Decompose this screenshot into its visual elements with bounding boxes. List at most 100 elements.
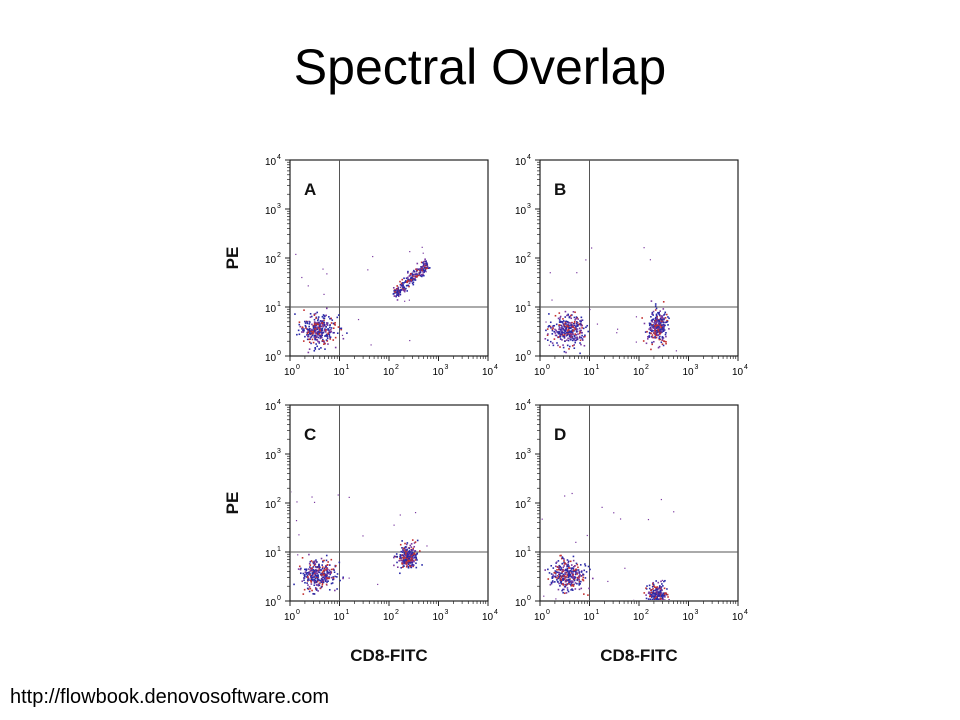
event-dot (404, 547, 406, 549)
event-dot (657, 346, 660, 349)
event-dot (662, 593, 664, 596)
event-dot (315, 343, 317, 345)
event-dot (401, 278, 404, 281)
event-dot (573, 338, 576, 341)
event-dot (315, 316, 318, 319)
event-dot (305, 568, 308, 571)
event-dot (322, 325, 325, 328)
event-dot (583, 593, 585, 595)
event-dot (547, 568, 549, 571)
event-dot (576, 337, 579, 340)
event-dot (332, 339, 335, 341)
event-dot (315, 559, 317, 561)
event-dot (652, 310, 655, 313)
event-dot (416, 275, 418, 278)
event-dot (309, 327, 311, 330)
event-dot (416, 552, 419, 555)
y-tick-label: 10 (515, 353, 527, 364)
event-dot (321, 334, 324, 337)
event-dot (325, 583, 328, 586)
event-dot (422, 268, 425, 270)
event-dot (567, 570, 570, 573)
event-dot (567, 337, 569, 340)
event-dot (563, 588, 565, 591)
event-dot (315, 588, 318, 591)
event-dot (579, 564, 582, 566)
event-dot (314, 577, 317, 580)
event-dot (670, 603, 672, 605)
event-dot (420, 266, 422, 268)
event-dot (400, 282, 403, 285)
event-dot (663, 595, 666, 597)
event-dot (648, 584, 651, 587)
event-dot (562, 334, 564, 337)
event-dot (310, 580, 312, 582)
event-dot (568, 571, 570, 574)
event-dot (653, 322, 655, 324)
event-dot (321, 582, 324, 584)
event-dot (551, 342, 554, 344)
event-dot (405, 284, 408, 287)
event-dot (327, 561, 329, 563)
event-dot (667, 316, 669, 318)
event-dot (410, 274, 412, 276)
event-dot (330, 322, 333, 324)
event-dot (665, 331, 667, 334)
event-dot (572, 333, 574, 336)
event-dot (398, 559, 400, 562)
event-dot (411, 561, 413, 564)
event-dot (412, 547, 414, 550)
event-dot (407, 556, 410, 559)
event-dot (310, 576, 312, 578)
event-dot (565, 580, 567, 583)
event-dot (572, 337, 574, 339)
event-dot (665, 313, 668, 316)
event-dot (332, 578, 335, 580)
event-dot (415, 270, 418, 273)
event-dot (578, 574, 581, 577)
event-dot (635, 316, 638, 318)
x-tick-exponent: 4 (494, 364, 498, 371)
event-dot (586, 324, 589, 327)
event-dot (333, 569, 335, 571)
event-dot (565, 563, 568, 565)
event-dot (324, 573, 327, 575)
event-dot (658, 327, 660, 330)
event-dot (395, 295, 397, 298)
event-dot (568, 578, 570, 581)
y-tick-exponent: 4 (527, 399, 531, 406)
event-dot (298, 333, 301, 336)
event-dot (314, 348, 317, 350)
event-dot (650, 589, 652, 591)
event-dot (652, 324, 655, 326)
event-dot (320, 578, 323, 580)
event-dot (410, 278, 413, 281)
event-dot (560, 572, 562, 575)
event-dot (419, 275, 422, 277)
event-dot (555, 334, 558, 337)
event-dot (552, 325, 555, 327)
event-dot (576, 579, 579, 581)
event-dot (581, 338, 584, 340)
event-dot (572, 330, 574, 332)
event-dot (579, 320, 581, 322)
event-dot (323, 572, 326, 575)
event-dot (419, 268, 422, 271)
event-dot (316, 332, 319, 334)
event-dot (667, 324, 669, 326)
event-dot (650, 591, 653, 594)
event-dot (406, 542, 409, 544)
event-dot (557, 344, 559, 347)
event-dot (317, 316, 320, 318)
event-dot (401, 562, 403, 565)
event-dot (569, 578, 571, 580)
event-dot (562, 344, 564, 346)
event-dot (324, 574, 327, 576)
x-tick-label: 10 (383, 612, 395, 623)
event-dot (644, 331, 647, 333)
event-dot (411, 556, 414, 558)
event-dot (570, 567, 573, 570)
event-dot (663, 318, 666, 321)
event-dot (319, 335, 321, 337)
event-dot (407, 279, 409, 282)
